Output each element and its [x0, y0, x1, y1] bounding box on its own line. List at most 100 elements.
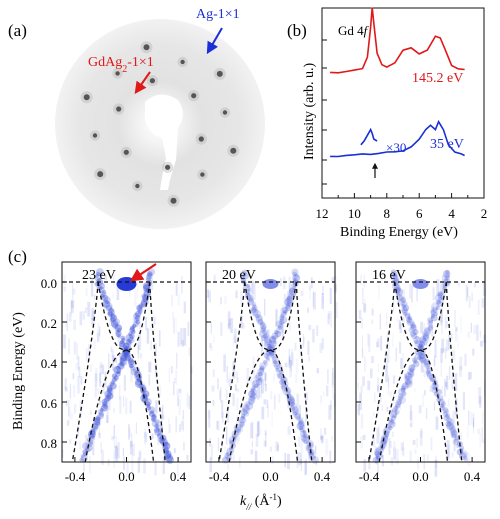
intensity-streak	[114, 356, 117, 363]
c-ytick-label: 0.2	[41, 316, 57, 331]
intensity-streak	[178, 388, 182, 393]
band-intensity	[285, 305, 292, 311]
band-intensity	[445, 269, 450, 275]
intensity-streak	[378, 403, 380, 410]
intensity-streak	[400, 358, 403, 369]
band-intensity	[422, 332, 430, 340]
intensity-streak	[69, 383, 72, 399]
intensity-streak	[208, 409, 211, 419]
intensity-streak	[329, 450, 332, 464]
band-intensity	[276, 326, 284, 334]
intensity-streak	[446, 321, 448, 328]
band-intensity	[265, 338, 272, 346]
band-intensity	[105, 304, 112, 312]
band-intensity	[402, 304, 410, 312]
band-intensity	[129, 327, 135, 333]
band-intensity	[423, 358, 430, 366]
intensity-streak	[387, 377, 390, 395]
intensity-streak	[442, 348, 446, 353]
b-xtick-label: 6	[416, 206, 423, 221]
subpanel-frame	[355, 261, 486, 463]
band-intensity	[116, 333, 121, 339]
intensity-streak	[220, 387, 222, 403]
intensity-streak	[263, 399, 267, 405]
band-intensity	[415, 335, 420, 341]
band-intensity	[413, 360, 420, 368]
intensity-streak	[357, 363, 359, 381]
band-intensity	[418, 343, 424, 349]
band-intensity	[424, 363, 430, 369]
band-intensity	[298, 419, 304, 425]
intensity-streak	[183, 328, 187, 346]
intensity-streak	[73, 319, 76, 330]
band-intensity	[240, 408, 248, 416]
band-intensity	[265, 351, 271, 357]
intensity-streak	[468, 296, 471, 308]
intensity-streak	[477, 299, 480, 315]
panel-b-xtick-labels: 12 10 8 6 4 2	[316, 206, 488, 221]
intensity-streak	[256, 384, 259, 400]
intensity-streak	[139, 322, 141, 333]
band-intensity	[129, 333, 135, 339]
intensity-streak	[356, 404, 359, 414]
intensity-streak	[392, 375, 396, 384]
intensity-streak	[173, 448, 176, 454]
intensity-streak	[119, 396, 122, 414]
band-intensity	[279, 315, 285, 321]
intensity-streak	[398, 320, 401, 330]
intensity-streak	[311, 277, 313, 289]
c-ytick-label: 0.8	[41, 436, 57, 451]
intensity-streak	[77, 356, 80, 371]
intensity-streak	[448, 334, 451, 350]
intensity-streak	[371, 319, 373, 324]
intensity-streak	[157, 421, 159, 437]
band-intensity	[139, 384, 147, 392]
intensity-streak	[270, 391, 273, 400]
intensity-streak	[458, 282, 460, 287]
intensity-streak	[284, 307, 288, 316]
band-intensity	[226, 448, 235, 456]
intensity-streak	[467, 332, 471, 338]
band-intensity	[434, 294, 442, 302]
band-intensity	[111, 377, 117, 383]
intensity-streak	[481, 298, 485, 308]
intensity-streak	[288, 355, 291, 368]
ag-arrow	[206, 27, 223, 55]
intensity-streak	[473, 325, 477, 334]
intensity-streak	[136, 281, 139, 299]
band-intensity	[412, 357, 418, 363]
energy-label: 16 eV	[372, 268, 406, 283]
intensity-streak	[128, 424, 130, 440]
band-intensity	[134, 310, 142, 318]
intensity-streak	[367, 380, 371, 391]
intensity-streak	[444, 347, 447, 359]
band-intensity	[165, 454, 174, 462]
intensity-streak	[479, 432, 481, 447]
band-intensity	[296, 422, 305, 430]
band-intensity	[88, 430, 96, 438]
intensity-streak	[385, 365, 388, 383]
band-intensity	[446, 422, 454, 430]
intensity-streak	[431, 320, 433, 337]
band-intensity	[121, 337, 126, 343]
band-intensity	[274, 330, 282, 338]
dispersion-lower-right	[420, 349, 449, 463]
band-intensity	[303, 433, 309, 439]
band-intensity	[115, 329, 120, 335]
intensity-streak	[168, 367, 170, 382]
intensity-streak	[97, 388, 100, 394]
band-intensity	[147, 271, 153, 277]
intensity-streak	[157, 434, 160, 446]
band-intensity	[275, 320, 283, 328]
band-intensity	[254, 374, 262, 382]
band-intensity	[119, 352, 127, 360]
intensity-streak	[357, 403, 360, 416]
intensity-streak	[457, 333, 459, 349]
band-intensity	[398, 388, 406, 396]
intensity-streak	[114, 357, 117, 363]
b-xtick-label: 2	[481, 206, 488, 221]
intensity-streak	[473, 421, 475, 434]
band-intensity	[292, 408, 299, 416]
intensity-streak	[360, 413, 364, 429]
band-intensity	[429, 374, 437, 382]
